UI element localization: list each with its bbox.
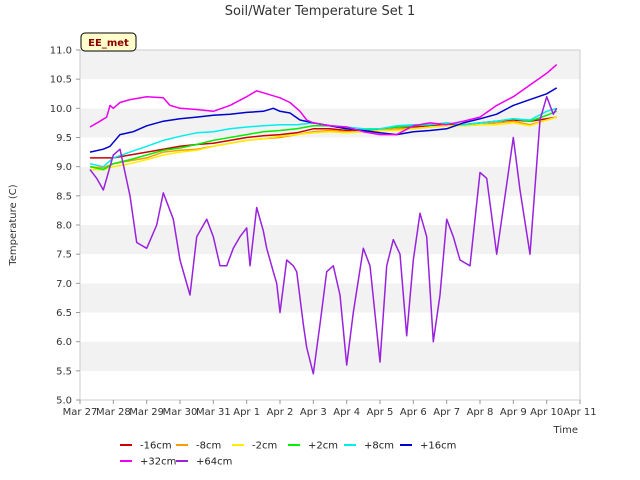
grid-band bbox=[80, 283, 580, 313]
y-tick-label: 10.5 bbox=[50, 75, 72, 86]
x-tick-label: Mar 27 bbox=[63, 407, 98, 418]
station-badge-box bbox=[80, 32, 137, 52]
legend-label: -16cm bbox=[140, 441, 172, 452]
station-badge: EE_met bbox=[80, 32, 137, 52]
y-axis: 5.0 5.5 6.0 6.5 7.0 7.5 8.0 8.5 9.0 9.5 10.0 10.5 11… bbox=[50, 46, 80, 407]
grid-band bbox=[80, 166, 580, 196]
x-tick-label: Mar 31 bbox=[196, 407, 231, 418]
station-badge-label: EE_met bbox=[88, 38, 129, 49]
x-tick-label: Mar 29 bbox=[129, 407, 164, 418]
x-tick-label: Mar 30 bbox=[163, 407, 198, 418]
legend-label: +32cm bbox=[140, 457, 176, 468]
legend-item: -8cm bbox=[176, 441, 221, 452]
x-tick-label: Apr 10 bbox=[530, 407, 563, 418]
grid-band bbox=[80, 79, 580, 109]
y-tick-label: 6.0 bbox=[56, 337, 72, 348]
legend-label: +8cm bbox=[364, 441, 394, 452]
y-tick-label: 6.5 bbox=[56, 308, 72, 319]
y-tick-label: 5.0 bbox=[56, 396, 72, 407]
x-tick-label: Apr 9 bbox=[500, 407, 527, 418]
y-tick-label: 10.0 bbox=[50, 104, 72, 115]
legend-label: +2cm bbox=[308, 441, 338, 452]
grid-band bbox=[80, 341, 580, 371]
legend: -16cm -8cm -2cm +2cm +8cm +16cm +32cm +64cm bbox=[120, 441, 456, 468]
y-tick-label: 7.5 bbox=[56, 250, 72, 261]
x-tick-label: Apr 6 bbox=[400, 407, 427, 418]
series-line-64cm bbox=[89, 95, 558, 375]
legend-item: +64cm bbox=[176, 457, 232, 468]
x-tick-label: Apr 3 bbox=[300, 407, 327, 418]
grid-band bbox=[80, 370, 580, 400]
y-tick-label: 9.5 bbox=[56, 133, 72, 144]
legend-label: +64cm bbox=[196, 457, 232, 468]
y-tick-label: 7.0 bbox=[56, 279, 72, 290]
y-tick-label: 8.5 bbox=[56, 191, 72, 202]
x-tick-label: Apr 2 bbox=[267, 407, 294, 418]
legend-item: +8cm bbox=[344, 441, 394, 452]
chart-title: Soil/Water Temperature Set 1 bbox=[225, 4, 416, 19]
x-axis-label: Time bbox=[553, 425, 578, 436]
legend-item: -2cm bbox=[232, 441, 277, 452]
x-tick-label: Apr 8 bbox=[467, 407, 494, 418]
series-line-16cm bbox=[89, 87, 558, 153]
x-tick-label: Apr 11 bbox=[563, 407, 596, 418]
legend-label: -8cm bbox=[196, 441, 221, 452]
legend-item: +32cm bbox=[120, 457, 176, 468]
grid-band bbox=[80, 195, 580, 225]
x-tick-label: Apr 5 bbox=[367, 407, 394, 418]
series-line-32cm bbox=[89, 64, 558, 136]
grid-band bbox=[80, 50, 580, 80]
y-axis-label: Temperature (C) bbox=[8, 184, 19, 266]
series-lines bbox=[89, 64, 558, 375]
x-tick-label: Mar 28 bbox=[96, 407, 131, 418]
legend-item: +16cm bbox=[400, 441, 456, 452]
x-tick-label: Apr 1 bbox=[233, 407, 260, 418]
legend-label: +16cm bbox=[420, 441, 456, 452]
legend-item: -16cm bbox=[120, 441, 172, 452]
plot-background bbox=[80, 50, 580, 400]
grid-band bbox=[80, 312, 580, 342]
x-tick-label: Apr 7 bbox=[433, 407, 460, 418]
series-line-2cm bbox=[90, 116, 557, 171]
legend-item: +2cm bbox=[288, 441, 338, 452]
y-tick-label: 8.0 bbox=[56, 221, 72, 232]
y-tick-label: 11.0 bbox=[50, 46, 72, 57]
y-tick-label: 5.5 bbox=[56, 366, 72, 377]
x-tick-label: Apr 4 bbox=[333, 407, 360, 418]
y-tick-label: 9.0 bbox=[56, 162, 72, 173]
legend-label: -2cm bbox=[252, 441, 277, 452]
